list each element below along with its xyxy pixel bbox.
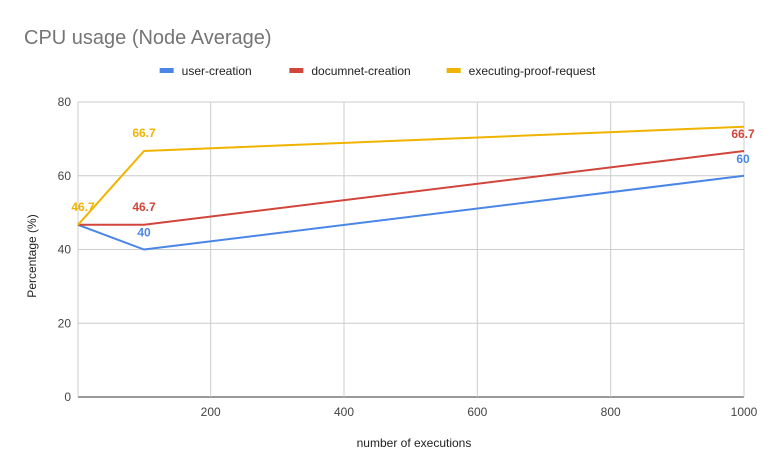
x-tick-label: 800 (601, 405, 621, 419)
y-axis-title: Percentage (%) (25, 214, 39, 297)
data-label: 46.7 (132, 200, 156, 214)
series-lines (77, 125, 745, 251)
series-line (77, 174, 745, 251)
data-label: 46.7 (71, 200, 95, 214)
x-tick-label: 400 (334, 405, 354, 419)
legend-swatch (159, 68, 174, 73)
data-label: 60 (736, 152, 750, 166)
x-tick-label: 200 (201, 405, 221, 419)
data-label: 66.7 (132, 126, 156, 140)
legend: user-creation documnet-creation executing-… (159, 64, 596, 78)
y-tick-label: 80 (58, 95, 72, 109)
y-tick-label: 20 (58, 316, 72, 330)
series-line (77, 125, 745, 226)
legend-label: user-creation (182, 64, 252, 78)
data-labels: 40 60 46.7 66.7 46.7 66.7 (71, 126, 755, 239)
grid-lines (77, 101, 745, 398)
x-tick-label: 600 (467, 405, 487, 419)
legend-label: documnet-creation (311, 64, 410, 78)
series-line (78, 150, 745, 226)
y-axis-ticks: 0 20 40 60 80 (58, 95, 72, 404)
x-axis-ticks: 200 400 600 800 1000 (201, 405, 758, 419)
x-axis-title: number of executions (357, 436, 472, 450)
legend-swatch (446, 68, 461, 73)
chart-title: CPU usage (Node Average) (24, 27, 272, 49)
y-tick-label: 60 (58, 169, 72, 183)
legend-label: executing-proof-request (469, 64, 596, 78)
data-label: 40 (137, 226, 151, 240)
y-tick-label: 40 (58, 243, 72, 257)
data-label: 66.7 (731, 127, 755, 141)
x-tick-label: 1000 (731, 405, 758, 419)
y-tick-label: 0 (64, 390, 71, 404)
legend-swatch (289, 68, 304, 73)
